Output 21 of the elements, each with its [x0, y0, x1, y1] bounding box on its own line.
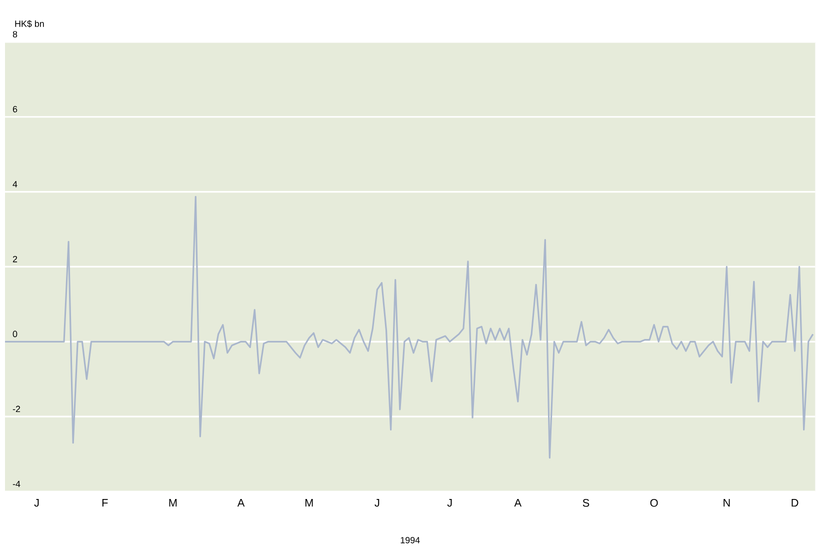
y-tick-label: 8	[12, 30, 18, 38]
x-tick-label: F	[102, 498, 108, 506]
x-tick-label: D	[792, 498, 798, 506]
x-tick-label: J	[447, 498, 452, 506]
x-tick-label: A	[237, 498, 245, 506]
x-tick-label: J	[34, 498, 39, 506]
x-tick-label: M	[305, 498, 313, 506]
y-tick-label: 2	[12, 256, 18, 262]
x-tick-label: M	[169, 498, 177, 506]
y-tick-label: -4	[12, 480, 20, 487]
x-tick-label: O	[650, 498, 658, 507]
y-tick-label: 4	[12, 180, 18, 188]
x-tick-label: S	[582, 498, 590, 507]
x-tick-label: N	[724, 498, 730, 506]
x-tick-label: J	[374, 498, 380, 506]
x-axis-title: 1994	[400, 536, 420, 544]
y-axis-title: HK$ bn	[15, 20, 44, 28]
x-tick-label: A	[514, 498, 522, 506]
y-tick-label: 6	[12, 106, 18, 112]
y-tick-label: 0	[12, 330, 18, 337]
y-tick-label: -2	[12, 406, 20, 412]
